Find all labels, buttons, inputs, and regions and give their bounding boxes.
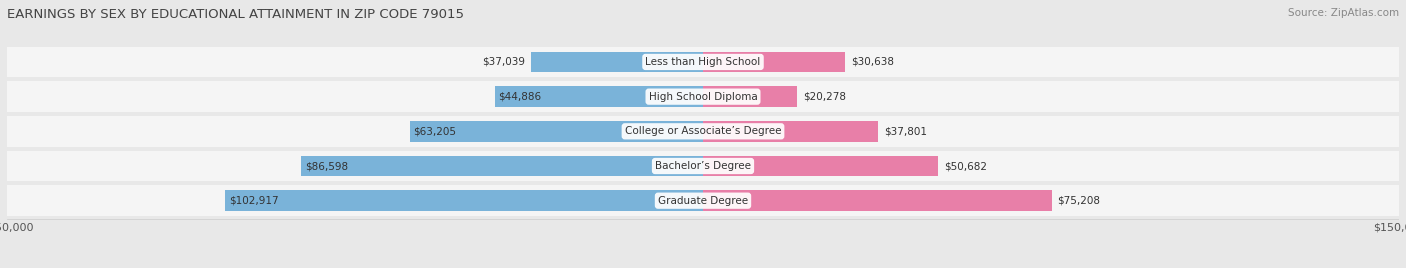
Bar [531,51,703,72]
Text: Bachelor’s Degree: Bachelor’s Degree [655,161,751,171]
Bar [7,47,1399,77]
Text: Graduate Degree: Graduate Degree [658,196,748,206]
Bar [7,81,1399,112]
Text: Source: ZipAtlas.com: Source: ZipAtlas.com [1288,8,1399,18]
Bar [703,51,845,72]
Bar [703,190,1052,211]
Text: EARNINGS BY SEX BY EDUCATIONAL ATTAINMENT IN ZIP CODE 79015: EARNINGS BY SEX BY EDUCATIONAL ATTAINMEN… [7,8,464,21]
Bar [225,190,703,211]
Text: High School Diploma: High School Diploma [648,92,758,102]
Text: Less than High School: Less than High School [645,57,761,67]
Text: $63,205: $63,205 [413,126,456,136]
Text: $44,886: $44,886 [498,92,541,102]
Text: $102,917: $102,917 [229,196,278,206]
Bar [7,116,1399,147]
Text: $30,638: $30,638 [851,57,894,67]
Text: $37,039: $37,039 [482,57,526,67]
Text: College or Associate’s Degree: College or Associate’s Degree [624,126,782,136]
Bar [703,86,797,107]
Bar [7,151,1399,181]
Bar [703,121,879,142]
Text: $37,801: $37,801 [884,126,927,136]
Text: $20,278: $20,278 [803,92,845,102]
Bar [301,156,703,176]
Text: $50,682: $50,682 [943,161,987,171]
Bar [495,86,703,107]
Bar [7,185,1399,216]
Text: $75,208: $75,208 [1057,196,1101,206]
Text: $86,598: $86,598 [305,161,347,171]
Bar [703,156,938,176]
Bar [409,121,703,142]
